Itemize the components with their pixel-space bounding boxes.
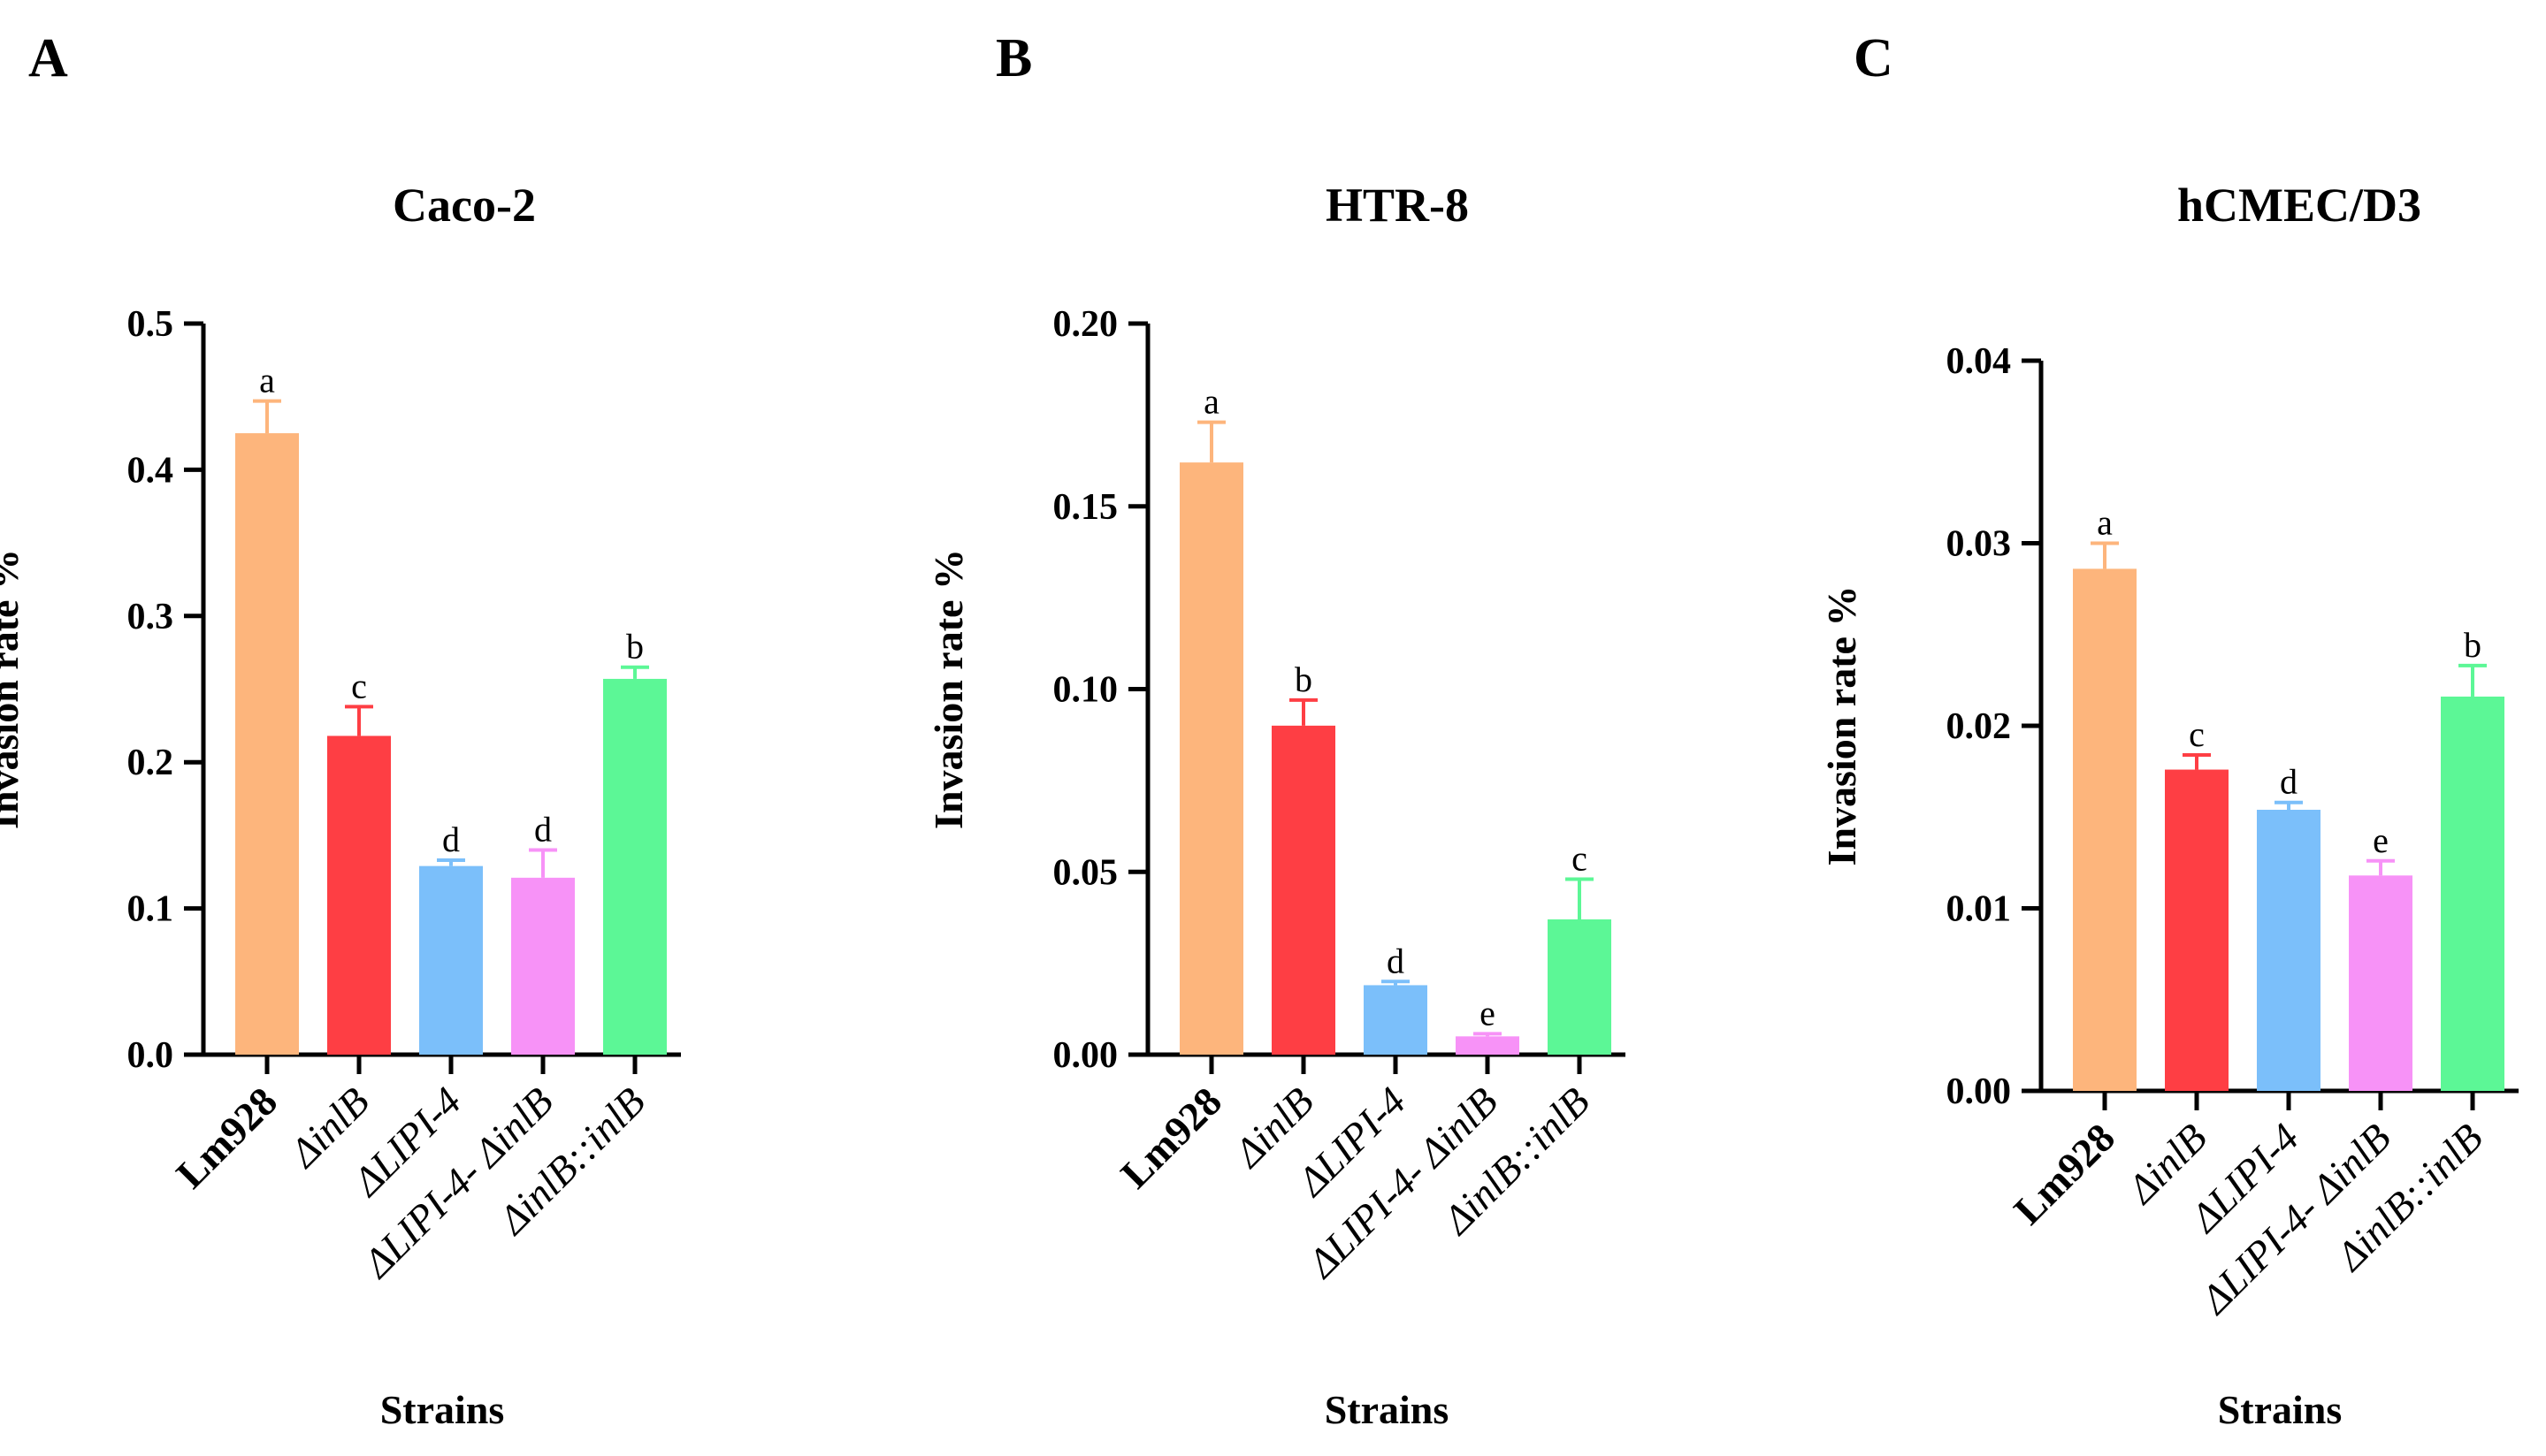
significance-letter: d bbox=[2280, 762, 2298, 802]
significance-letter: c bbox=[1571, 839, 1587, 879]
bar bbox=[235, 433, 299, 1055]
significance-letter: b bbox=[626, 627, 644, 667]
significance-letter: b bbox=[2464, 625, 2481, 665]
y-tick-label: 0.00 bbox=[1053, 1035, 1119, 1076]
y-tick-label: 0.5 bbox=[127, 304, 174, 345]
y-tick-label: 0.00 bbox=[1946, 1071, 2012, 1112]
significance-letter: a bbox=[2097, 503, 2113, 543]
y-tick-label: 0.03 bbox=[1946, 524, 2012, 565]
x-axis-label: Strains bbox=[380, 1387, 505, 1432]
y-tick-label: 0.3 bbox=[127, 597, 174, 637]
y-tick-label: 0.1 bbox=[127, 889, 174, 930]
bar bbox=[2165, 769, 2229, 1091]
y-tick-label: 0.20 bbox=[1053, 304, 1119, 345]
x-tick-label: Lm928 bbox=[167, 1079, 286, 1197]
chart-panel-a: A Caco-2 0.0 0.1 0.2 0.3 0.4 0.5 Invasion rate %… bbox=[0, 28, 681, 1432]
chart-title: hCMEC/D3 bbox=[2177, 179, 2421, 232]
chart-title: Caco-2 bbox=[393, 179, 536, 232]
chart-panel-b: B HTR-8 0.00 0.05 0.10 0.15 0.20 Invasion rate … bbox=[926, 28, 1625, 1432]
x-tick-label: Lm928 bbox=[2005, 1115, 2123, 1233]
y-tick-label: 0.4 bbox=[127, 450, 174, 491]
y-tick-label: 0.10 bbox=[1053, 670, 1119, 711]
y-tick-label: 0.04 bbox=[1946, 341, 2012, 382]
significance-letter: a bbox=[1204, 382, 1219, 422]
y-tick-label: 0.2 bbox=[127, 743, 174, 783]
y-axis-label: Invasion rate % bbox=[926, 549, 971, 829]
significance-letter: d bbox=[1387, 941, 1404, 980]
panel-letter: B bbox=[996, 28, 1032, 88]
significance-letter: b bbox=[1295, 659, 1312, 699]
significance-letter: d bbox=[534, 809, 552, 849]
significance-letter: e bbox=[1479, 993, 1495, 1033]
y-tick-label: 0.01 bbox=[1946, 889, 2012, 930]
significance-letter: c bbox=[351, 666, 367, 705]
bar bbox=[2073, 568, 2137, 1091]
chart-title: HTR-8 bbox=[1326, 179, 1469, 232]
panel-letter: A bbox=[28, 28, 68, 88]
bar bbox=[327, 736, 391, 1055]
bar bbox=[1548, 919, 1611, 1055]
bar bbox=[1364, 985, 1427, 1055]
y-tick-label: 0.02 bbox=[1946, 706, 2012, 747]
significance-letter: e bbox=[2373, 820, 2389, 860]
y-tick-label: 0.0 bbox=[127, 1035, 174, 1076]
panel-letter: C bbox=[1854, 28, 1893, 88]
y-axis-label: Invasion rate % bbox=[0, 549, 27, 829]
y-axis-label: Invasion rate % bbox=[1819, 586, 1864, 866]
significance-letter: a bbox=[259, 361, 275, 400]
bar bbox=[419, 865, 483, 1055]
bar bbox=[1180, 462, 1243, 1055]
y-tick-label: 0.05 bbox=[1053, 852, 1119, 893]
bar bbox=[511, 877, 575, 1055]
bar bbox=[1272, 725, 1335, 1055]
significance-letter: c bbox=[2189, 714, 2205, 754]
y-tick-label: 0.15 bbox=[1053, 487, 1119, 528]
x-tick-label: Lm928 bbox=[1112, 1079, 1230, 1197]
bar bbox=[603, 678, 667, 1055]
bar bbox=[1456, 1036, 1519, 1055]
x-axis-label: Strains bbox=[2218, 1387, 2343, 1432]
bar bbox=[2349, 875, 2412, 1091]
bar bbox=[2257, 809, 2320, 1091]
significance-letter: d bbox=[442, 819, 460, 859]
x-axis-label: Strains bbox=[1325, 1387, 1449, 1432]
bar bbox=[2441, 696, 2504, 1091]
